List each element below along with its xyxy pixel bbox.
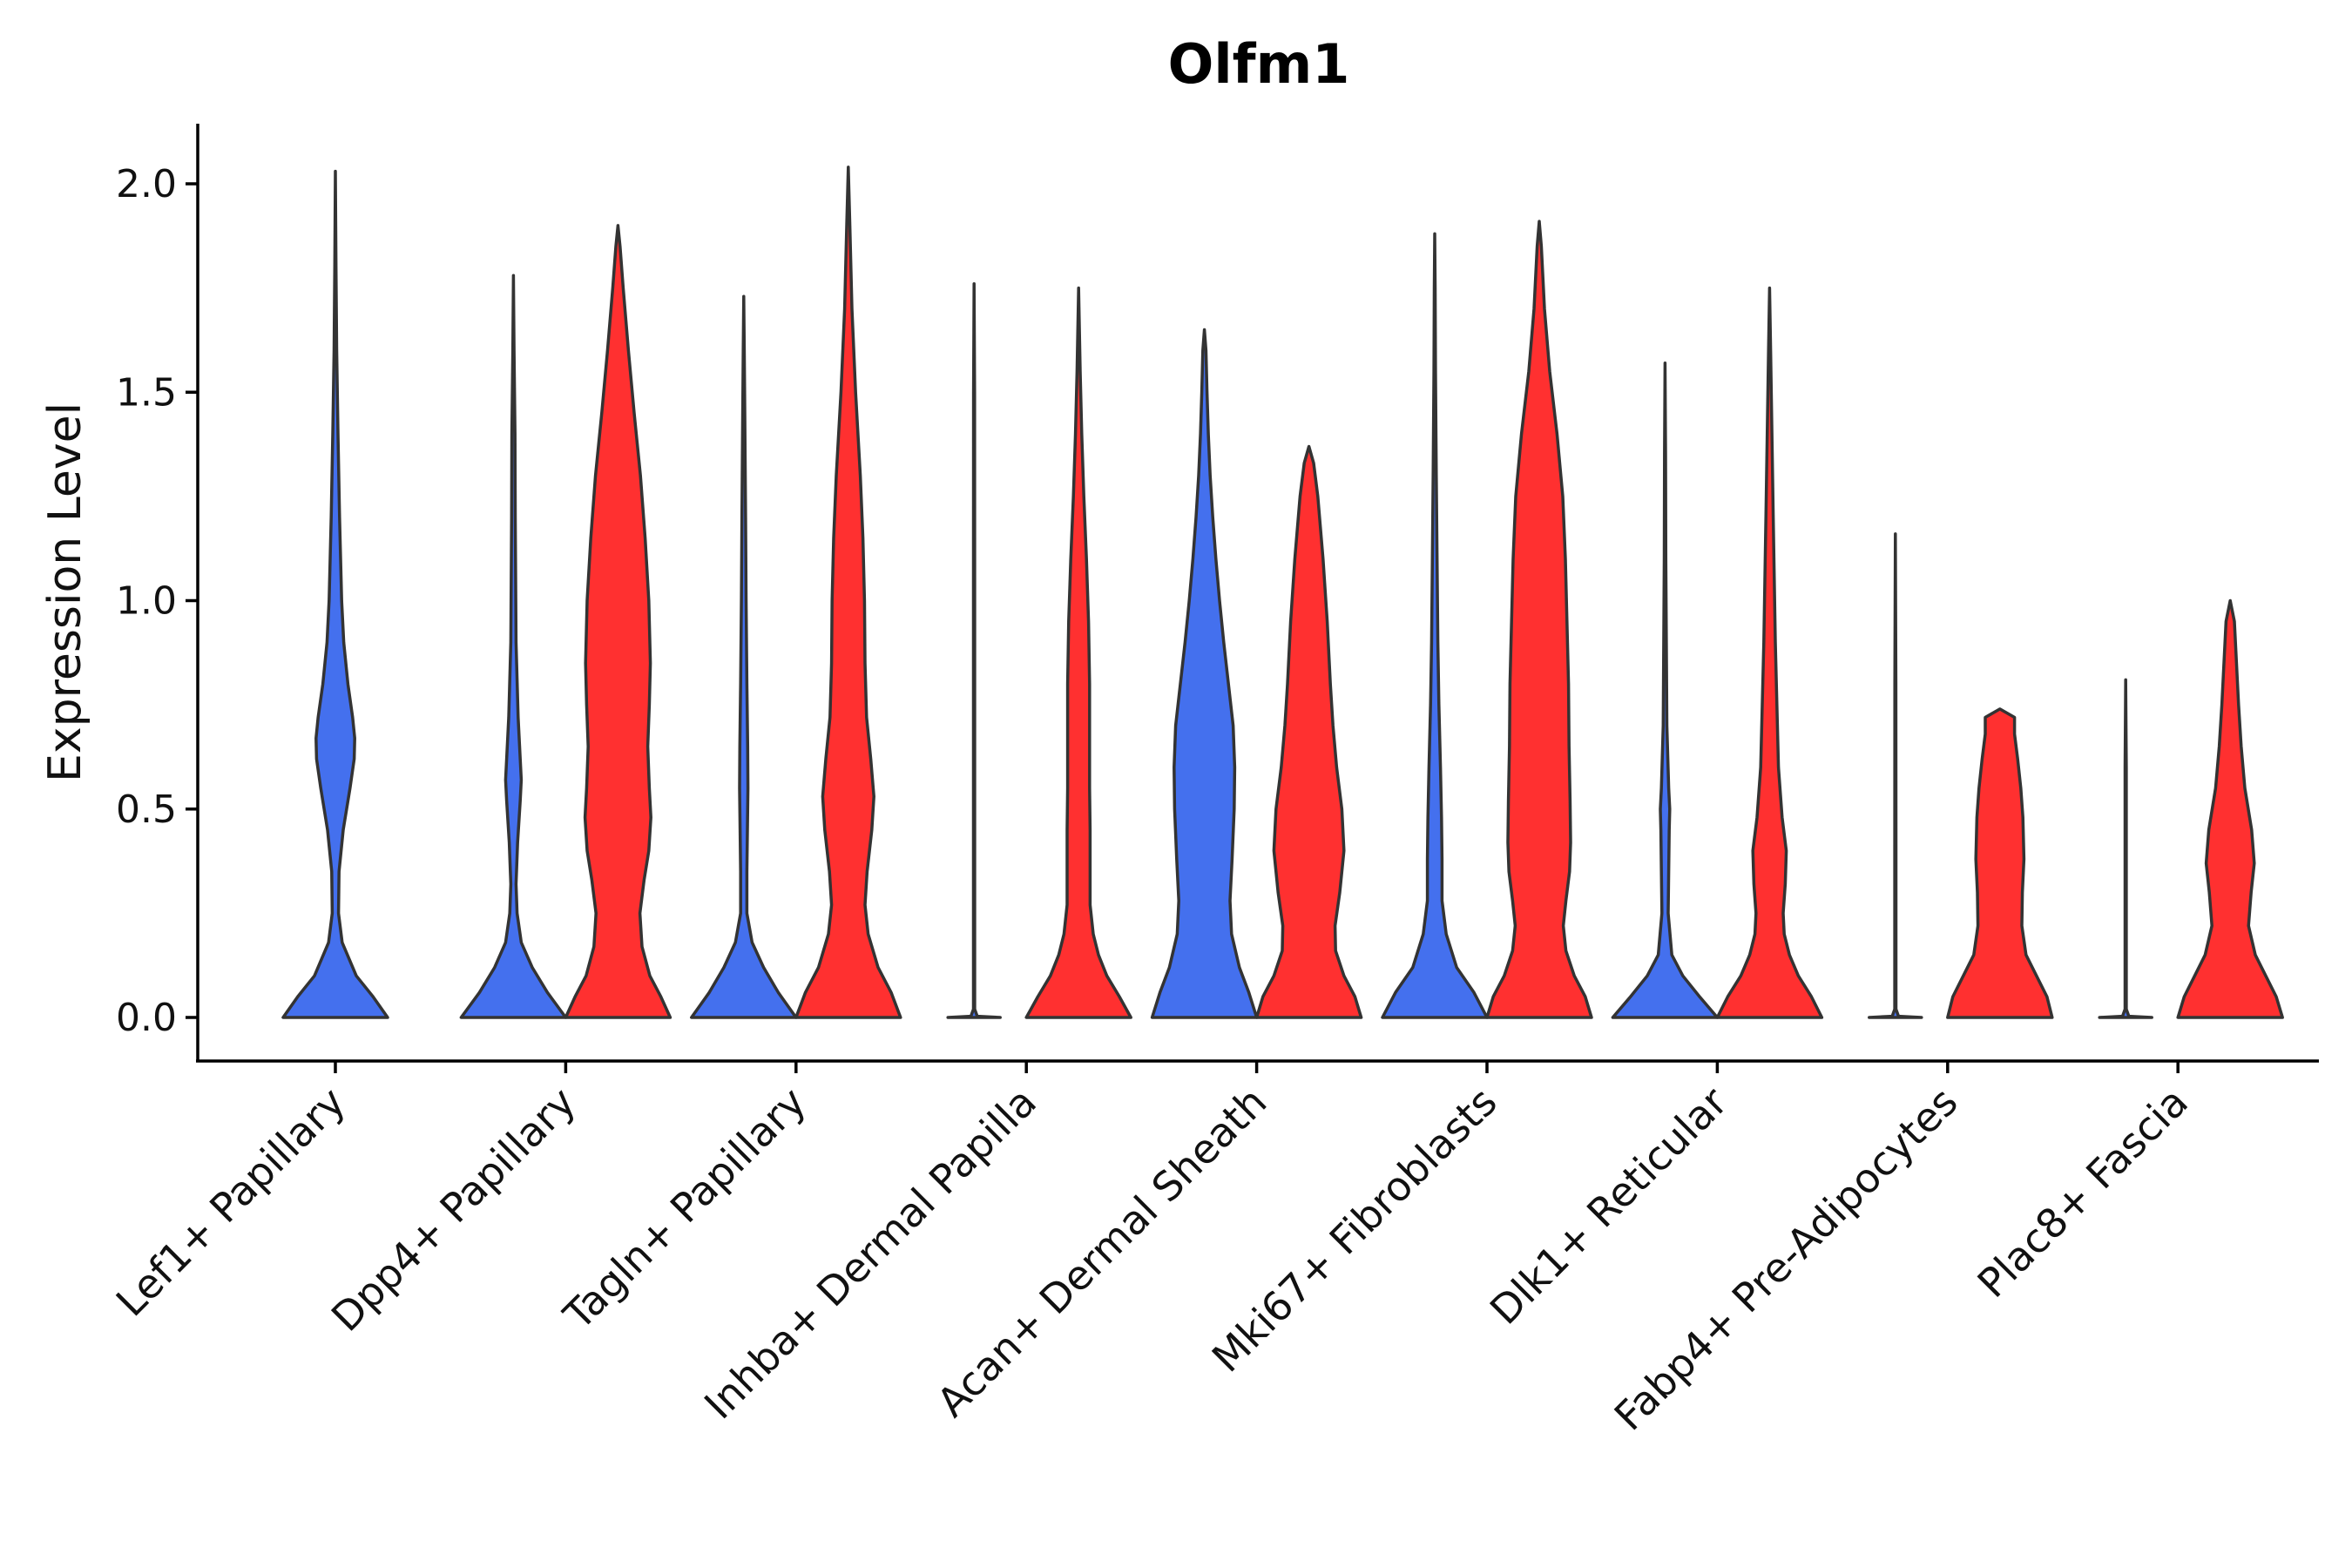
x-tick-label: Dlk1+ Reticular [1481,1078,1736,1334]
y-tick-label: 2.0 [116,162,177,206]
violin-group2-4 [1024,286,1132,1019]
x-tick-label: Dpp4+ Papillary [322,1078,585,1341]
y-ticks: 0.0 0.5 1.0 1.5 2.0 [116,162,198,1040]
violin-group2-6 [1485,220,1593,1019]
y-axis-label: Expression Level [39,402,91,782]
violin-group1-9 [2098,678,2153,1019]
y-tick-label: 0.5 [116,787,177,832]
violin-group1-4 [946,282,1002,1019]
violin-group2-3 [794,166,902,1019]
x-tick-label: Tagln+ Papillary [554,1078,815,1340]
violin-group2-5 [1254,444,1363,1019]
violin-group1-6 [1381,232,1489,1019]
violin-group1-7 [1611,362,1720,1019]
violin-group1-3 [690,294,798,1019]
violin-group1-8 [1868,532,1923,1019]
x-tick-label: Plac8+ Fascia [1969,1078,2197,1307]
y-tick-label: 1.5 [116,370,177,415]
violin-group2-7 [1715,286,1824,1019]
y-tick-label: 0.0 [116,996,177,1040]
chart-title: Olfm1 [1168,32,1350,96]
violin-group2-9 [2176,598,2284,1019]
violins-layer [281,166,2284,1019]
x-tick-label: Lef1+ Papillary [107,1078,355,1326]
violin-group2-8 [1946,707,2054,1019]
y-tick-label: 1.0 [116,579,177,624]
violin-group1-1 [281,169,389,1019]
violin-group1-5 [1150,328,1259,1019]
violin-group2-2 [564,224,672,1019]
violin-group1-2 [459,274,568,1019]
